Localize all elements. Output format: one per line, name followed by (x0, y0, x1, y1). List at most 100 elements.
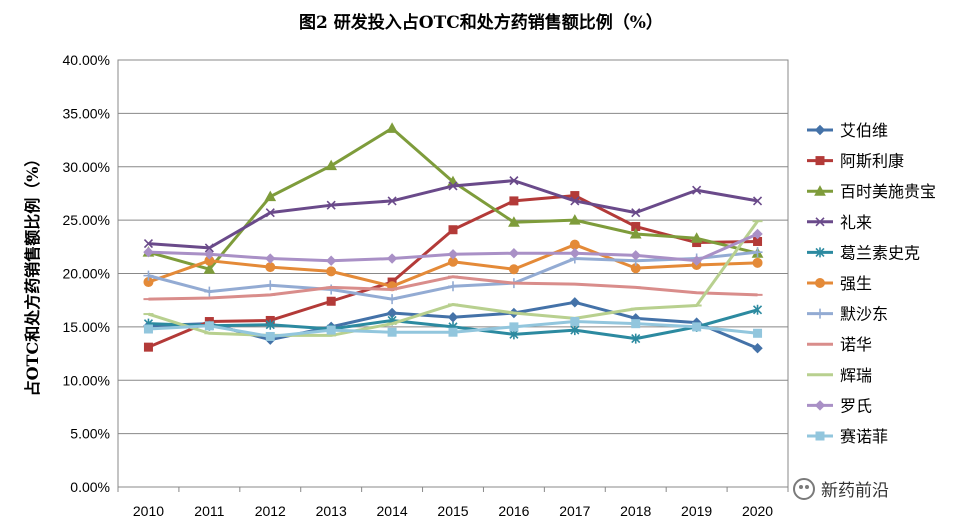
x-tick-label: 2020 (742, 503, 773, 519)
legend-label: 葛兰素史克 (840, 243, 920, 262)
series-line (148, 179, 758, 250)
data-point (204, 243, 214, 253)
data-point (630, 250, 641, 261)
data-point (325, 255, 337, 266)
x-tick-label: 2012 (255, 503, 286, 519)
data-point (508, 248, 520, 259)
y-tick-label: 20.00% (63, 266, 110, 282)
data-point (752, 228, 763, 240)
data-point (631, 208, 641, 218)
x-tick-label: 2016 (498, 503, 529, 519)
y-tick-label: 5.00% (70, 426, 110, 442)
data-point (752, 247, 763, 258)
x-tick-label: 2018 (620, 503, 651, 519)
y-tick-label: 35.00% (63, 105, 110, 121)
legend-label: 强生 (840, 274, 872, 293)
data-point (204, 321, 214, 331)
data-point (264, 190, 277, 202)
data-point (203, 263, 216, 274)
legend-label: 百时美施贵宝 (840, 182, 936, 201)
y-axis-label: 占OTC和处方药销售额比例（%） (23, 151, 42, 397)
legend-label: 诺华 (840, 335, 872, 354)
data-point (265, 253, 276, 264)
data-point (448, 225, 458, 235)
data-point (752, 304, 763, 315)
y-tick-label: 30.00% (63, 159, 110, 175)
chart-title: 图2 研发投入占OTC和处方药销售额比例（%） (299, 13, 663, 33)
data-point (568, 214, 581, 225)
y-tick-label: 15.00% (63, 319, 110, 335)
data-point (509, 322, 519, 332)
data-point (569, 248, 581, 259)
legend-marker (814, 185, 826, 196)
legend-marker (815, 431, 825, 441)
data-point (387, 196, 397, 206)
legend-label: 艾伯维 (840, 121, 888, 140)
data-point (631, 319, 641, 329)
data-point (692, 322, 702, 332)
legend-label: 礼来 (840, 213, 872, 232)
data-point (509, 176, 519, 186)
legend-label: 罗氏 (840, 396, 872, 415)
data-point (265, 208, 275, 218)
x-tick-label: 2010 (133, 503, 164, 519)
y-tick-label: 40.00% (63, 52, 110, 68)
series-line (148, 126, 758, 271)
data-point (143, 342, 153, 352)
data-point (570, 196, 580, 206)
data-point (448, 327, 458, 337)
legend-marker (815, 278, 825, 288)
data-point (753, 328, 763, 338)
data-point (265, 331, 275, 341)
data-point (143, 246, 154, 258)
data-point (752, 257, 763, 268)
x-tick-label: 2019 (681, 503, 712, 519)
data-point (143, 239, 154, 249)
data-point (509, 196, 519, 206)
data-point (386, 122, 398, 133)
data-point (325, 159, 338, 171)
data-point (143, 270, 154, 281)
y-tick-label: 25.00% (63, 212, 110, 228)
plot-area (117, 59, 789, 488)
data-point (204, 249, 215, 260)
legend-label: 赛诺菲 (840, 427, 888, 446)
data-point (448, 281, 458, 292)
data-point (326, 266, 337, 277)
data-point (447, 249, 459, 260)
data-point (448, 181, 458, 191)
data-point (143, 324, 153, 334)
wechat-icon (793, 477, 815, 500)
x-tick-label: 2013 (316, 503, 347, 519)
legend-marker (815, 247, 825, 258)
data-point (570, 317, 580, 327)
data-point (629, 227, 642, 239)
x-tick-label: 2017 (559, 503, 590, 519)
data-point (508, 264, 519, 275)
x-tick-label: 2015 (437, 503, 468, 519)
data-point (265, 262, 276, 273)
data-point (326, 200, 336, 210)
data-point (326, 325, 336, 335)
data-point (204, 286, 215, 297)
legend-marker (815, 217, 825, 227)
data-point (690, 232, 703, 243)
data-point (387, 327, 397, 337)
legend-label: 辉瑞 (840, 366, 872, 385)
data-point (326, 296, 336, 306)
x-tick-label: 2014 (377, 503, 408, 519)
x-tick-label: 2011 (194, 503, 224, 519)
watermark: 新药前沿 (793, 476, 889, 501)
legend-label: 默沙东 (840, 305, 888, 324)
y-tick-label: 10.00% (63, 372, 110, 388)
y-tick-label: 0.00% (70, 479, 110, 495)
data-point (387, 294, 398, 305)
data-point (691, 255, 702, 266)
data-point (386, 253, 398, 264)
data-point (569, 297, 581, 308)
legend-marker (815, 156, 825, 166)
data-point (752, 196, 763, 206)
data-point (265, 280, 276, 291)
